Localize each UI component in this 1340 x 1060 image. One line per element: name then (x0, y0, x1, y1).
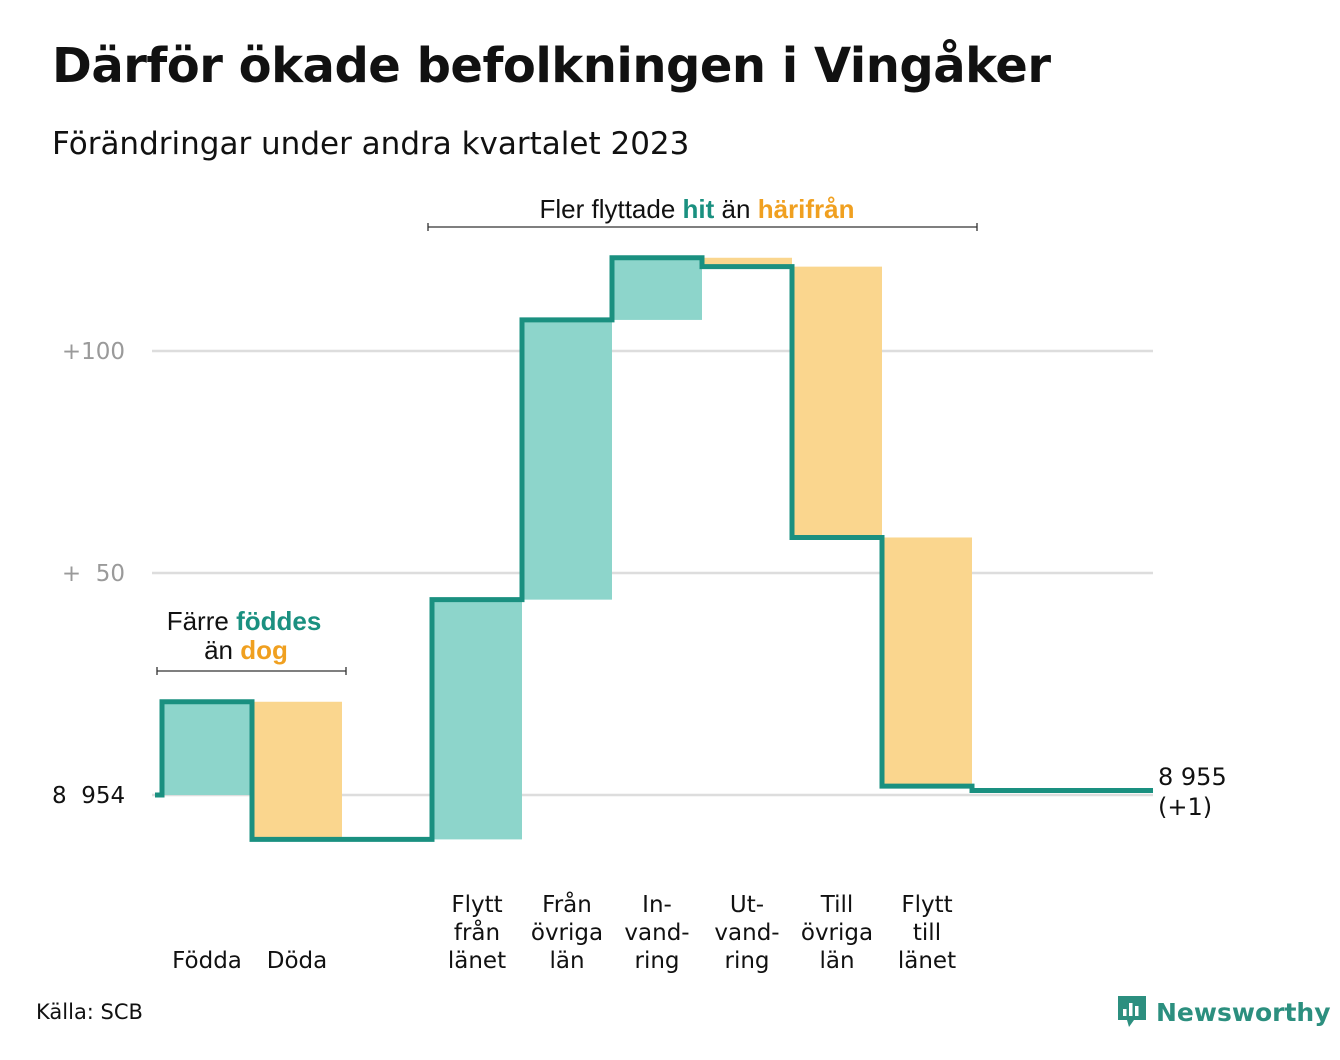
category-label: Flytt (901, 892, 952, 918)
category-label: Till (820, 892, 854, 918)
category-label: Från (542, 890, 592, 918)
category-label: In- (642, 892, 672, 918)
annotation-bracket (427, 223, 978, 231)
category-label: vand- (624, 920, 689, 946)
bar-decrease (792, 266, 882, 538)
category-label: Födda (172, 948, 242, 974)
annotation-migration: Fler flyttade hit än härifrån (427, 194, 978, 231)
newsworthy-logo-icon (1118, 996, 1146, 1027)
annotation-highlight-orange: dog (240, 635, 288, 665)
category-label: övriga (531, 920, 603, 946)
category-label: Flytt (451, 892, 502, 918)
source-note: Källa: SCB (36, 1000, 143, 1024)
category-label: ring (634, 948, 679, 974)
chart-title: Därför ökade befolkningen i Vingåker (52, 38, 1051, 94)
category-label: Ut- (730, 892, 764, 918)
y-tick-label: 8 954 (52, 783, 125, 809)
annotation-highlight-teal: hit (683, 194, 715, 224)
bar-layer (162, 257, 972, 840)
brand-name: Newsworthy (1156, 997, 1331, 1027)
bar-decrease (702, 257, 792, 267)
annotation-text: än (204, 635, 233, 665)
bar-decrease (252, 701, 342, 840)
annotation-text: Färre (167, 606, 229, 636)
category-label: län (819, 948, 854, 974)
category-label: vand- (714, 920, 779, 946)
annotation-text: Fler flyttade (539, 194, 675, 224)
bar-increase (162, 701, 252, 795)
svg-text:än dog: än dog (204, 635, 288, 665)
category-label: till (913, 920, 941, 946)
category-label: från (454, 918, 500, 946)
category-label: länet (898, 948, 956, 974)
end-value-label: 8 955 (1158, 763, 1227, 791)
annotation-highlight-orange: härifrån (758, 194, 855, 224)
line-layer (155, 255, 1153, 842)
category-label: län (549, 948, 584, 974)
annotation-births-deaths: Färre föddes än dog (156, 606, 347, 675)
y-tick-label: + 50 (62, 561, 125, 587)
cumulative-step-line (155, 255, 1153, 842)
annotation-text: än (722, 194, 751, 224)
annotation-bracket (156, 667, 347, 675)
svg-text:Fler flyttade hit: Fler flyttade hit än härifrån (539, 194, 854, 224)
brand-logo: Newsworthy (1116, 994, 1331, 1030)
category-label: ring (724, 948, 769, 974)
bar-increase (432, 599, 522, 840)
bar-increase (612, 257, 702, 320)
chart-subtitle: Förändringar under andra kvartalet 2023 (52, 126, 690, 162)
bar-decrease (882, 537, 972, 787)
y-tick-label: +100 (62, 339, 125, 365)
bar-increase (522, 319, 612, 600)
end-value-label: (+1) (1158, 793, 1212, 821)
svg-text:Färre föddes: Färre föddes (167, 606, 322, 636)
category-label: länet (448, 948, 506, 974)
annotation-highlight-teal: föddes (236, 606, 321, 636)
category-label: Döda (267, 948, 327, 974)
category-label: övriga (801, 920, 873, 946)
